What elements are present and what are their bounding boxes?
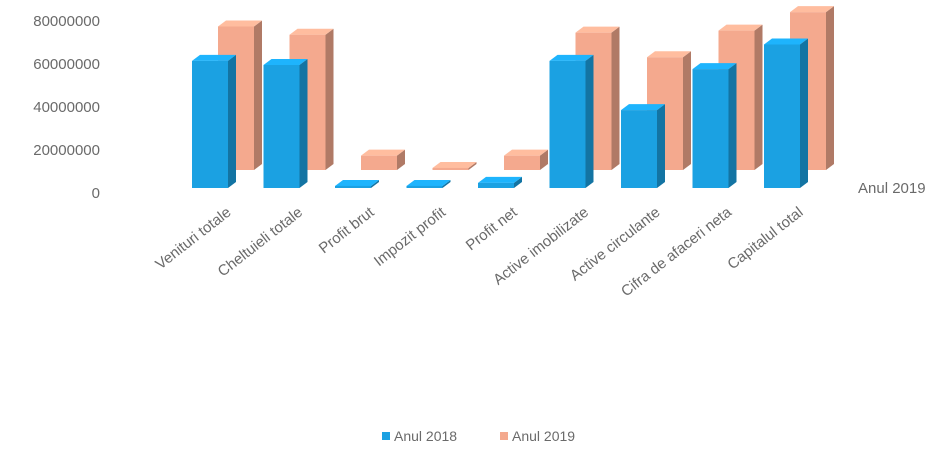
x-category-label: Capitalul total xyxy=(724,204,806,273)
bar-anul-2019 xyxy=(361,149,405,170)
series-back-bars xyxy=(218,6,834,171)
bar-anul-2018 xyxy=(263,59,308,188)
legend-item: Anul 2019 xyxy=(500,428,575,444)
depth-axis-label: Anul 2019 xyxy=(858,180,926,197)
y-tick-label: 40000000 xyxy=(33,99,100,116)
bar-anul-2018 xyxy=(692,63,737,188)
legend-swatch xyxy=(500,432,508,440)
bar-anul-2018 xyxy=(192,54,236,189)
bar-anul-2018 xyxy=(478,176,522,188)
legend-item: Anul 2018 xyxy=(382,428,457,444)
bar-anul-2018 xyxy=(764,38,808,188)
legend-label: Anul 2018 xyxy=(394,428,457,444)
bar-anul-2018 xyxy=(549,54,594,189)
x-category-label: Profit brut xyxy=(316,203,378,257)
legend: Anul 2018 Anul 2019 xyxy=(382,428,575,444)
x-category-label: Impozit profit xyxy=(371,203,450,270)
bar-anul-2018 xyxy=(406,179,451,188)
y-tick-label: 20000000 xyxy=(33,142,100,159)
bar-anul-2019 xyxy=(504,149,548,170)
series-front-bars xyxy=(192,38,808,189)
bar-anul-2018 xyxy=(621,104,665,188)
x-category-label: Profit net xyxy=(463,203,521,254)
y-tick-label: 60000000 xyxy=(33,56,100,73)
y-axis-ticks: 0 20000000 40000000 60000000 80000000 xyxy=(33,13,100,202)
y-tick-label: 80000000 xyxy=(33,13,100,30)
bar-anul-2019 xyxy=(432,161,477,170)
legend-label: Anul 2019 xyxy=(512,428,575,444)
legend-swatch xyxy=(382,432,390,440)
y-tick-label: 0 xyxy=(92,185,100,202)
bar-anul-2018 xyxy=(335,179,379,188)
